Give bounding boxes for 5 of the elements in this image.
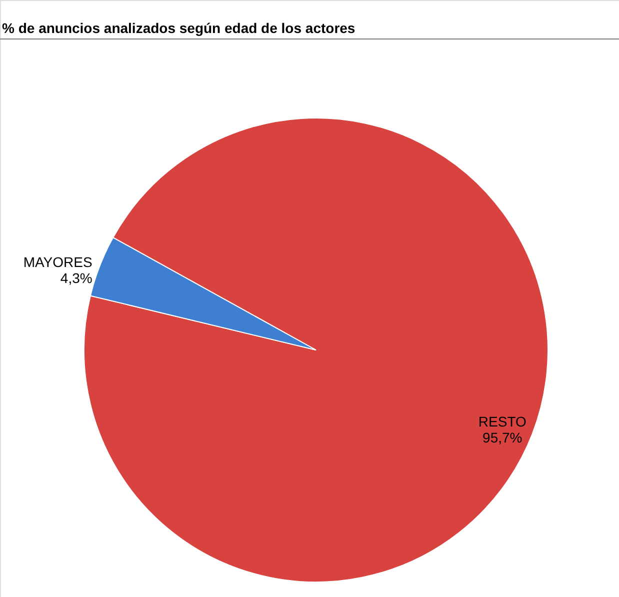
chart-title: % de anuncios analizados según edad de los actores — [2, 20, 356, 36]
data-label: 4,3% — [60, 270, 92, 286]
slice-label: MAYORES — [23, 254, 92, 270]
slice-label: RESTO — [478, 414, 526, 430]
data-label: 95,7% — [482, 430, 522, 446]
